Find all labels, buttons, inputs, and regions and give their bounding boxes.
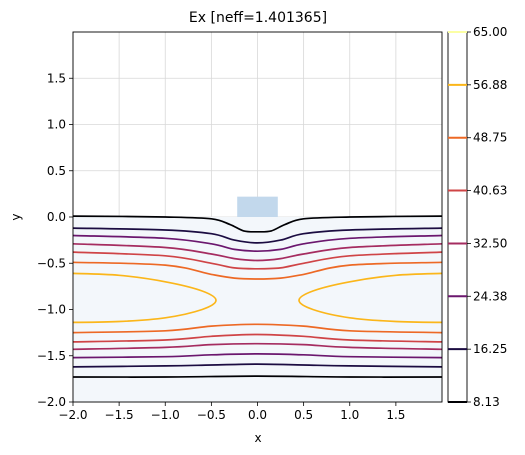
y-tick-label: −0.5 [37,256,66,270]
contour-line [72,363,443,368]
contour-line [72,353,443,359]
y-tick-label: −1.5 [37,349,66,363]
x-tick-label: 1.0 [340,408,359,422]
colorbar-tick-label: 16.25 [473,342,507,356]
x-tick-label: 1.5 [386,408,405,422]
x-axis-label: x [254,431,261,445]
waveguide-core [237,196,278,217]
x-tick-label: −2.0 [58,408,87,422]
contour-lines [72,215,443,378]
x-tick-label: −0.5 [197,408,226,422]
contour-line [72,227,443,244]
y-tick-label: 1.5 [47,71,66,85]
colorbar-tick-label: 32.50 [473,236,507,250]
contour-line [72,251,443,270]
x-axis-ticks: −2.0 −1.5 −1.0 −0.5 0.0 0.5 1.0 1.5 [58,402,405,422]
colorbar-tick-label: 48.75 [473,131,507,145]
geometry-regions [73,196,442,402]
colorbar-tick-label: 65.00 [473,25,507,39]
y-tick-label: −2.0 [37,395,66,409]
contour-line [72,375,443,378]
contour-line [72,272,217,324]
chart-title: Ex [neff=1.401365] [189,10,327,26]
contour-line [72,234,443,253]
contour-line [72,323,443,334]
colorbar-tick-label: 8.13 [473,395,500,409]
colorbar-tick-label: 56.88 [473,78,507,92]
contour-line [72,242,443,262]
x-tick-label: −1.0 [151,408,180,422]
y-tick-label: 0.5 [47,164,66,178]
y-axis-ticks: −2.0 −1.5 −1.0 −0.5 0.0 0.5 1.0 1.5 [37,71,73,409]
colorbar-tick-label: 40.63 [473,184,507,198]
colorbar-frame [447,31,468,403]
y-axis-label: y [9,213,23,220]
contour-line [72,333,443,343]
contour-line [72,261,443,280]
y-tick-label: 0.0 [47,210,66,224]
colorbar-tick-label: 24.38 [473,289,507,303]
contour-line [72,215,443,233]
substrate-region [73,217,442,402]
contour-line [72,342,443,351]
y-tick-label: 1.0 [47,118,66,132]
y-tick-label: −1.0 [37,303,66,317]
x-tick-label: 0.0 [248,408,267,422]
colorbar: 8.13 16.25 24.38 32.50 40.63 48.75 56.88 65.00 [447,25,507,409]
x-tick-label: −1.5 [105,408,134,422]
x-tick-label: 0.5 [294,408,313,422]
contour-line [298,272,443,324]
